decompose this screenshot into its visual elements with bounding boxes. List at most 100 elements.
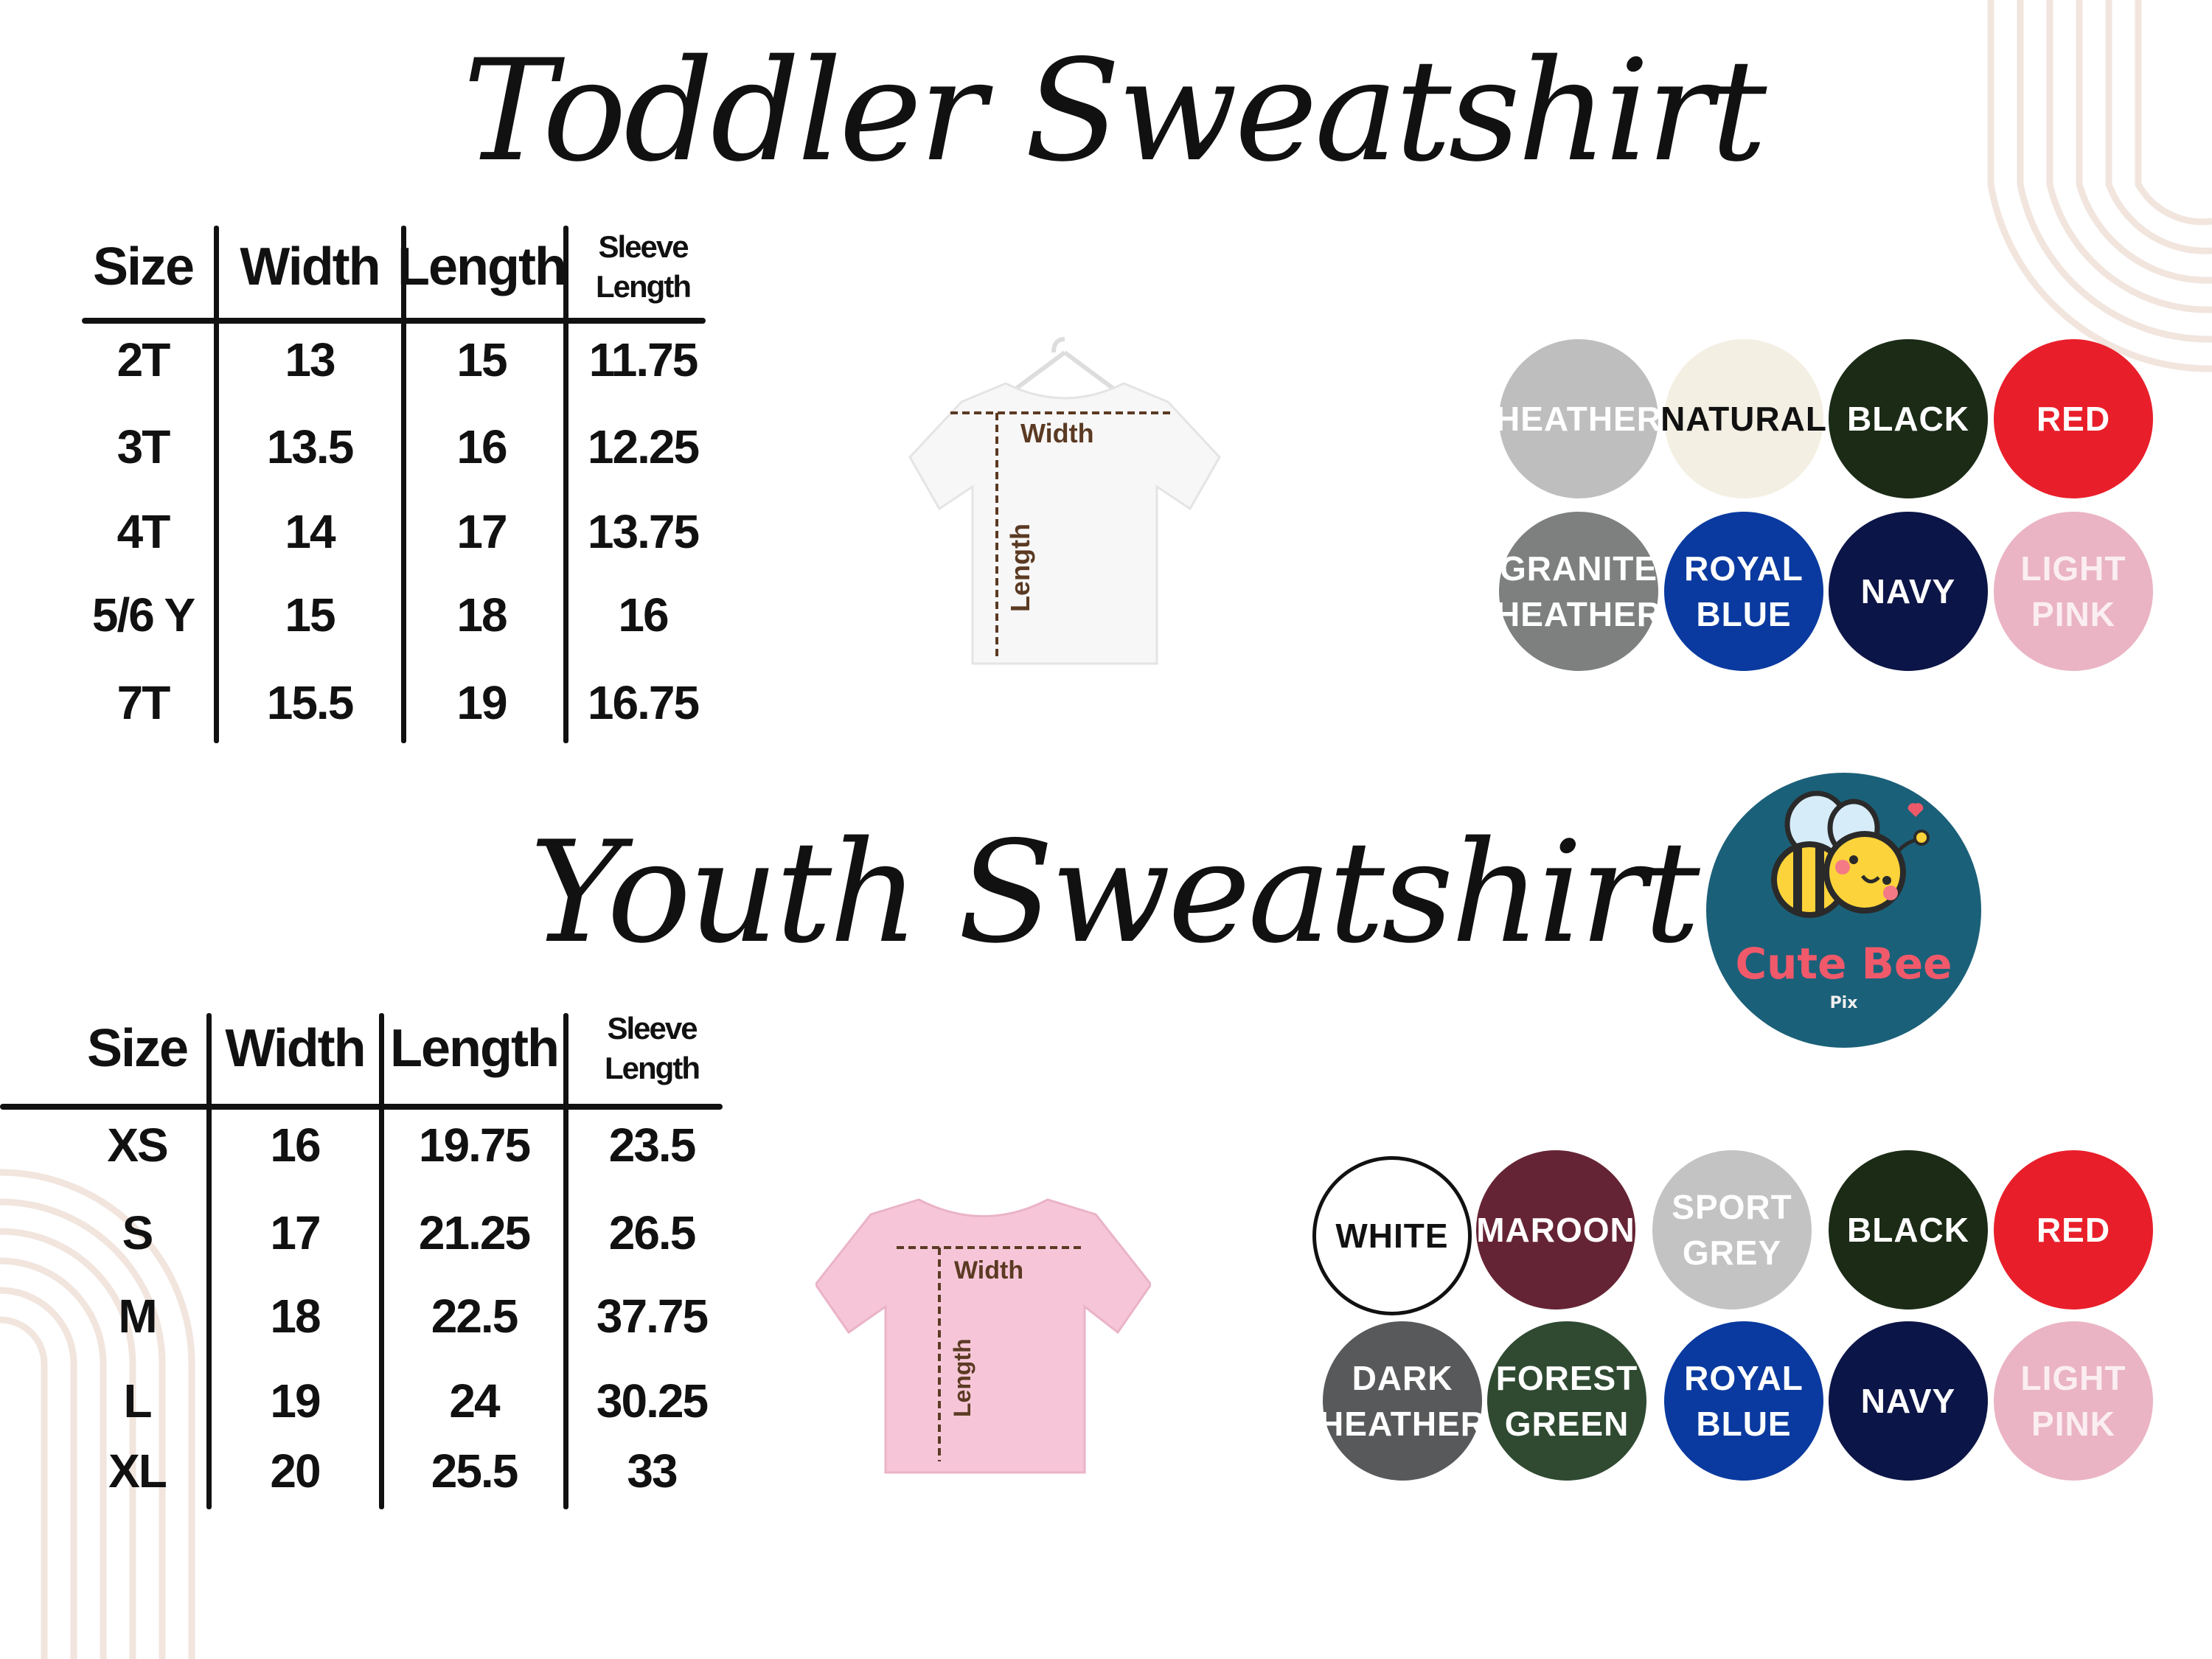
table-cell: 15 [285, 588, 335, 641]
youth-shirt-shape [815, 1198, 1151, 1474]
table-cell: 13.5 [266, 420, 355, 473]
header-divider [0, 1104, 723, 1110]
table-cell: L [123, 1374, 152, 1427]
color-swatch-granite-heather[interactable]: GRANITE HEATHER [1495, 512, 1661, 671]
table-cell: 19 [456, 676, 507, 729]
table-cell: 16 [270, 1119, 321, 1172]
table-cell: 7T [116, 676, 171, 729]
color-name: GRANITE HEATHER [1495, 549, 1662, 633]
color-name: DARK HEATHER [1319, 1359, 1486, 1443]
color-swatch-sport-grey[interactable]: SPORT GREY [1652, 1150, 1812, 1310]
table-cell: 17 [270, 1206, 321, 1259]
table-cell: 22.5 [431, 1290, 519, 1343]
color-name: WHITE [1335, 1217, 1449, 1255]
table-cell: 4T [116, 505, 171, 558]
table-cell: 15 [456, 333, 507, 386]
column-divider [379, 1013, 384, 1509]
color-name: RED [2036, 400, 2111, 438]
color-name: BLACK [1847, 1211, 1969, 1249]
color-name: NAVY [1860, 1382, 1956, 1420]
table-cell: 16.75 [587, 676, 700, 729]
table-cell: 16 [456, 420, 507, 473]
column-divider [563, 226, 568, 743]
table-cell: 24 [449, 1374, 500, 1427]
hanger-icon [1012, 337, 1118, 393]
logo-brand-name: Cute Bee [1735, 939, 1952, 989]
youth-length-label: Length [949, 1338, 975, 1417]
youth-shirt-image: Width Length [815, 1198, 1151, 1474]
toddler-shirt-image: Width Length [908, 337, 1221, 665]
color-name: NATURAL [1660, 400, 1827, 438]
table-cell: 13 [285, 333, 335, 386]
color-swatch-royal-blue[interactable]: ROYAL BLUE [1664, 1321, 1823, 1481]
table-cell: 3T [116, 420, 171, 473]
color-swatch-navy[interactable]: NAVY [1829, 512, 1988, 671]
color-name: BLACK [1847, 400, 1969, 438]
color-name: RED [2036, 1211, 2111, 1249]
table-cell: 5/6 Y [91, 588, 195, 641]
column-divider [206, 1013, 212, 1509]
color-name: ROYAL BLUE [1684, 1359, 1804, 1443]
header-width: Width [225, 1019, 366, 1078]
table-cell: 18 [270, 1290, 321, 1343]
decorative-arcs-bottom-left [0, 1169, 195, 1659]
color-swatch-dark-heather[interactable]: DARK HEATHER [1319, 1321, 1485, 1481]
color-swatch-natural[interactable]: NATURAL [1660, 339, 1826, 498]
color-swatch-light-pink[interactable]: LIGHT PINK [1994, 512, 2153, 671]
toddler-shirt-shape [908, 382, 1221, 665]
column-divider [214, 226, 219, 743]
color-name: FOREST GREEN [1495, 1359, 1638, 1443]
decorative-arcs-top-right [1987, 0, 2212, 372]
color-swatch-black[interactable]: BLACK [1829, 1150, 1988, 1310]
table-cell: 18 [456, 588, 507, 641]
table-cell: M [118, 1290, 157, 1343]
header-length: Length [397, 237, 567, 296]
table-cell: 19 [270, 1374, 321, 1427]
youth-width-label: Width [954, 1256, 1023, 1284]
header-width: Width [240, 237, 380, 296]
color-swatch-red[interactable]: RED [1994, 1150, 2153, 1310]
color-name: MAROON [1476, 1211, 1635, 1249]
table-cell: 37.75 [596, 1290, 709, 1343]
color-name: NAVY [1860, 572, 1956, 611]
color-swatch-heather[interactable]: HEATHER [1495, 339, 1661, 498]
color-swatch-navy[interactable]: NAVY [1829, 1321, 1988, 1481]
toddler-length-label: Length [1005, 524, 1035, 612]
header-length: Length [390, 1019, 560, 1078]
table-cell: 2T [116, 333, 171, 386]
table-cell: 11.75 [588, 333, 699, 386]
color-swatch-maroon[interactable]: MAROON [1476, 1150, 1635, 1310]
header-sleeve-length: Sleeve Length [596, 229, 692, 304]
table-cell: S [122, 1206, 154, 1259]
table-cell: 30.25 [596, 1374, 709, 1427]
table-cell: 16 [618, 588, 669, 641]
bee-icon [1771, 790, 1930, 918]
column-divider [563, 1013, 568, 1509]
color-name: ROYAL BLUE [1684, 549, 1804, 633]
table-cell: 33 [627, 1444, 678, 1498]
color-swatch-white[interactable]: WHITE [1312, 1156, 1472, 1315]
table-cell: XL [108, 1444, 167, 1498]
header-divider [82, 318, 706, 324]
color-swatch-black[interactable]: BLACK [1829, 339, 1988, 498]
column-divider [401, 226, 406, 743]
table-cell: 21.25 [418, 1206, 531, 1259]
header-size: Size [92, 237, 195, 296]
table-cell: 13.75 [587, 505, 700, 558]
table-cell: 12.25 [587, 420, 700, 473]
color-swatch-light-pink[interactable]: LIGHT PINK [1994, 1321, 2153, 1481]
color-swatch-red[interactable]: RED [1994, 339, 2153, 498]
color-swatch-forest-green[interactable]: FOREST GREEN [1487, 1321, 1646, 1481]
table-cell: 17 [456, 505, 507, 558]
header-sleeve-length: Sleeve Length [605, 1011, 700, 1085]
toddler-title: Toddler Sweatshirt [462, 29, 1767, 192]
color-name: SPORT GREY [1672, 1188, 1792, 1272]
table-cell: 25.5 [431, 1444, 519, 1498]
color-name: LIGHT PINK [2020, 1359, 2126, 1443]
table-cell: 23.5 [608, 1119, 697, 1172]
table-cell: 19.75 [418, 1119, 531, 1172]
table-cell: 26.5 [608, 1206, 697, 1259]
table-cell: XS [107, 1119, 168, 1172]
color-name: HEATHER [1495, 400, 1662, 438]
color-swatch-royal-blue[interactable]: ROYAL BLUE [1664, 512, 1823, 671]
